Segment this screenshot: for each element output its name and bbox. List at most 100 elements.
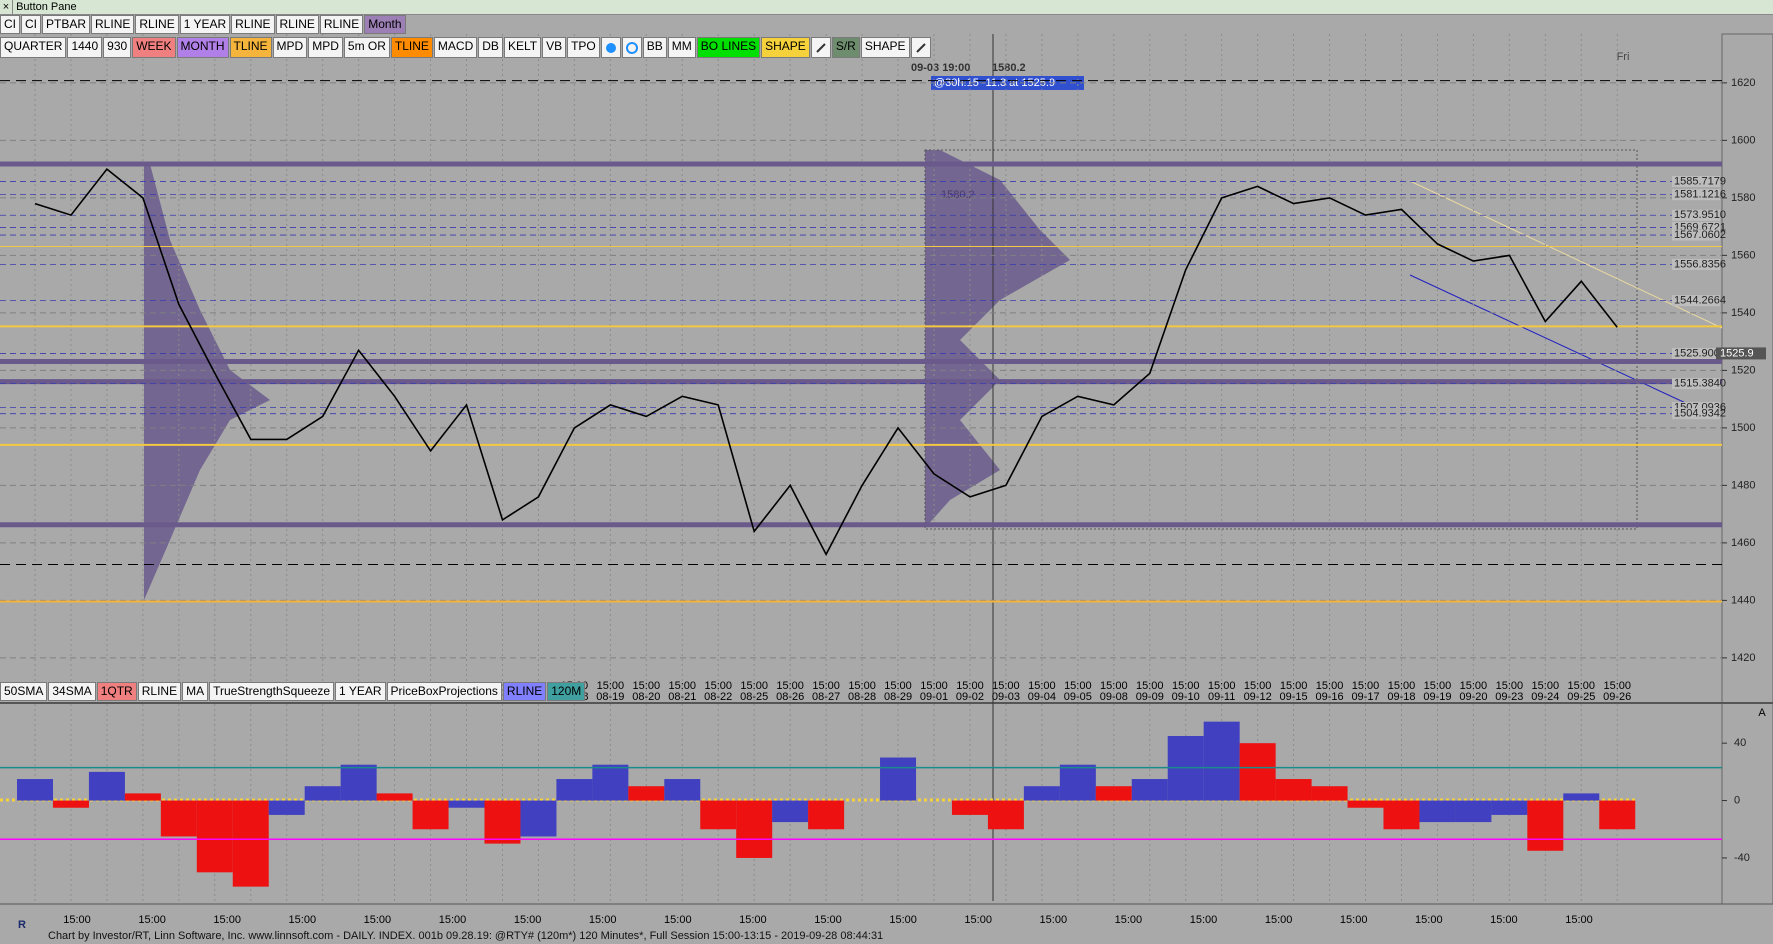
toolbar-button[interactable]: 120M — [547, 682, 586, 701]
toolbar-button[interactable]: 1440 — [67, 37, 103, 58]
toolbar-button[interactable]: RLINE — [135, 15, 179, 34]
icon-button[interactable] — [910, 37, 931, 58]
toolbar-button[interactable]: SHAPE — [860, 37, 910, 58]
y-tick-label: 1480 — [1731, 479, 1755, 491]
toolbar-button[interactable]: MACD — [433, 37, 478, 58]
x-tick-time: 15:00 — [1352, 680, 1380, 692]
icon-button[interactable] — [810, 37, 831, 58]
x-tick-label: 15:00 — [514, 914, 542, 926]
toolbar-button[interactable]: MONTH — [176, 37, 229, 58]
level-label: 1515.3840 — [1674, 378, 1726, 390]
toolbar-button[interactable]: TrueStrengthSqueeze — [209, 682, 335, 701]
toolbar-button[interactable]: 1QTR — [96, 682, 137, 701]
button-group: QUARTER 1440 930 WEEK MONTH TLINE MPD MPD 5m OR T… — [0, 37, 600, 58]
toolbar-button[interactable]: CI — [0, 15, 20, 34]
toolbar-button[interactable]: Month — [364, 15, 406, 34]
button-group: BB MM BO LINES SHAPE — [642, 37, 810, 58]
icon-button[interactable] — [621, 37, 642, 58]
y-tick-label: 1580 — [1731, 192, 1755, 204]
toolbar-button[interactable]: 1 YEAR — [179, 15, 231, 34]
price-axis-strip — [1721, 33, 1773, 905]
x-tick-label: 15:00 — [964, 914, 992, 926]
x-tick-label: 09-02 — [956, 691, 984, 703]
toolbar-button[interactable]: QUARTER — [0, 37, 67, 58]
crosshair-time: 09-03 19:00 — [911, 62, 970, 74]
x-tick-time: 15:00 — [1280, 680, 1308, 692]
toolbar-button[interactable]: PriceBoxProjections — [386, 682, 502, 701]
toolbar-button[interactable]: RLINE — [91, 15, 135, 34]
x-tick-label: 15:00 — [1040, 914, 1068, 926]
toolbar-button[interactable]: VB — [542, 37, 567, 58]
volume-profile — [925, 150, 1070, 528]
toolbar-button[interactable]: RLINE — [231, 15, 275, 34]
y-tick-label: 1540 — [1731, 307, 1755, 319]
oscillator-bar — [772, 800, 809, 823]
toolbar-button[interactable]: MM — [667, 37, 696, 58]
toolbar-button[interactable]: BO LINES — [696, 37, 761, 58]
toolbar-button[interactable]: 5m OR — [343, 37, 390, 58]
oscillator-bar — [808, 800, 845, 830]
toolbar-button[interactable]: SHAPE — [761, 37, 810, 58]
x-tick-label: 08-29 — [884, 691, 912, 703]
x-tick-label: 15:00 — [1190, 914, 1218, 926]
pane-label: A — [1758, 707, 1766, 719]
toolbar-button[interactable]: 1 YEAR — [335, 682, 386, 701]
icon-button[interactable] — [600, 37, 621, 58]
toolbar-button[interactable]: TLINE — [390, 37, 433, 58]
toolbar-button[interactable]: MA — [182, 682, 209, 701]
x-tick-label: 08-26 — [776, 691, 804, 703]
y-tick-label: 1520 — [1731, 364, 1755, 376]
toolbar-button[interactable]: PTBAR — [42, 15, 91, 34]
toolbar-button[interactable]: TLINE — [229, 37, 272, 58]
x-tick-time: 15:00 — [1388, 680, 1416, 692]
x-tick-label: 15:00 — [1490, 914, 1518, 926]
toolbar-button[interactable]: TPO — [567, 37, 600, 58]
level-label-box — [1672, 408, 1720, 420]
toolbar-button[interactable]: CI — [21, 15, 41, 34]
toolbar-button[interactable]: DB — [478, 37, 503, 58]
x-tick-time: 15:00 — [1460, 680, 1488, 692]
toolbar-button[interactable]: 34SMA — [48, 682, 96, 701]
oscillator-bar — [951, 800, 988, 815]
oscillator-bar — [1239, 743, 1276, 801]
toolbar-button[interactable]: RLINE — [502, 682, 547, 701]
level-label: 1567.0602 — [1674, 229, 1726, 241]
x-tick-label: 15:00 — [1340, 914, 1368, 926]
oscillator-bar — [124, 793, 161, 801]
toolbar-button[interactable]: MPD — [308, 37, 343, 58]
x-tick-label: 08-27 — [812, 691, 840, 703]
x-tick-time: 15:00 — [920, 680, 948, 692]
oscillator-bar — [592, 764, 629, 801]
x-tick-label: 15:00 — [138, 914, 166, 926]
toolbar-button[interactable]: WEEK — [132, 37, 176, 58]
x-tick-label: 08-19 — [596, 691, 624, 703]
oscillator-bar — [268, 800, 305, 815]
oscillator-bar — [340, 764, 377, 801]
oscillator-bar — [376, 793, 413, 801]
x-tick-label: 09-26 — [1603, 691, 1631, 703]
toolbar-button[interactable]: RLINE — [275, 15, 319, 34]
x-tick-label: 09-23 — [1495, 691, 1523, 703]
toolbar-button[interactable]: RLINE — [319, 15, 364, 34]
x-tick-time: 15:00 — [1172, 680, 1200, 692]
logo: R — [18, 919, 26, 931]
toolbar-button[interactable]: RLINE — [137, 682, 182, 701]
toolbar-button[interactable]: MPD — [272, 37, 308, 58]
level-label-box — [1672, 258, 1720, 270]
x-tick-label: 09-16 — [1315, 691, 1343, 703]
toolbar-button[interactable]: S/R — [831, 37, 860, 58]
oscillator-bar — [1131, 779, 1168, 801]
toolbar-button[interactable]: BB — [642, 37, 667, 58]
toolbar-button[interactable]: 50SMA — [0, 682, 48, 701]
oscillator-bar — [520, 800, 557, 837]
x-tick-label: 09-05 — [1064, 691, 1092, 703]
oscillator-bar — [160, 800, 197, 837]
toolbar-button[interactable]: KELT — [503, 37, 542, 58]
toolbar-button[interactable]: 930 — [103, 37, 132, 58]
x-tick-time: 15:00 — [633, 680, 661, 692]
title-bar: × Button Pane — [0, 0, 1773, 15]
oscillator-bar — [628, 786, 665, 801]
x-tick-label: 08-22 — [704, 691, 732, 703]
close-button[interactable]: × — [0, 0, 13, 14]
